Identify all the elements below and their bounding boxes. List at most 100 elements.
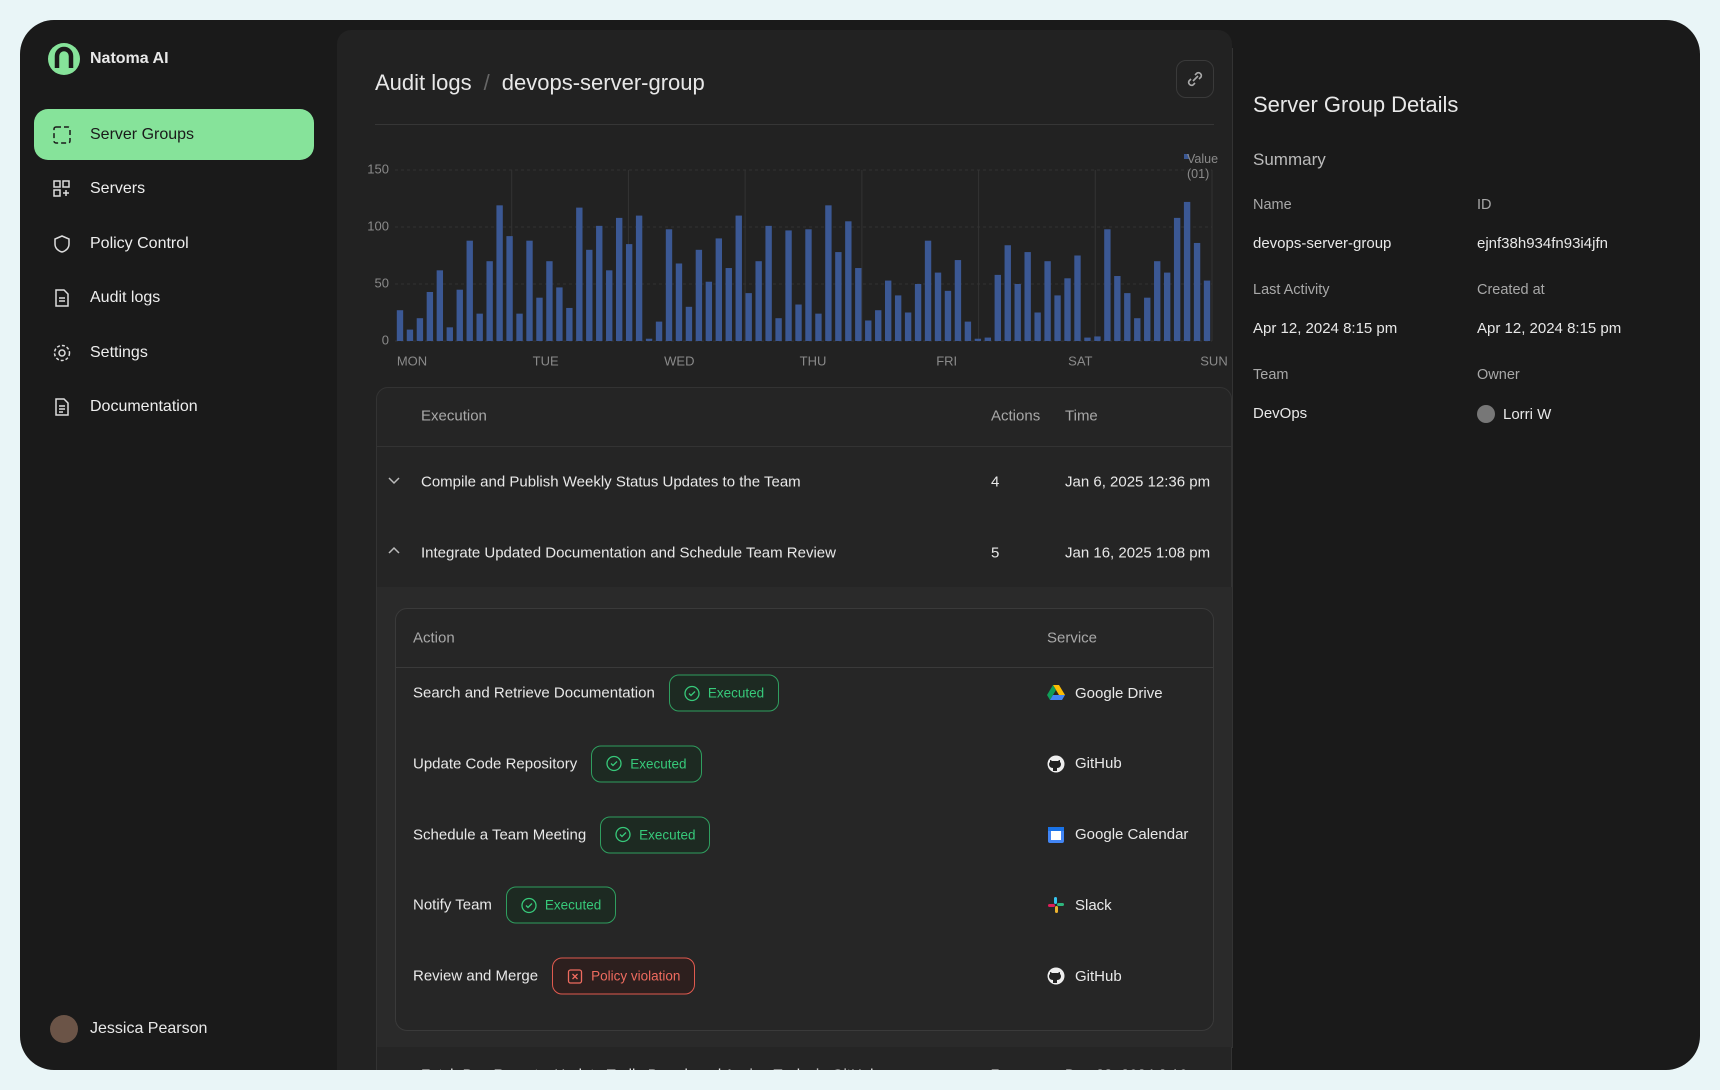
- bar: [675, 263, 683, 341]
- nav-item[interactable]: Documentation: [34, 382, 314, 433]
- breadcrumb-page: devops-server-group: [501, 70, 705, 95]
- legend-swatch: [1184, 154, 1189, 159]
- field-value: ejnf38h934fn93i4jfn: [1477, 235, 1608, 252]
- row-name[interactable]: Fetch Bug Reports, Update Trello Board, …: [421, 1067, 878, 1071]
- chevron[interactable]: [387, 544, 401, 562]
- field-value: devops-server-group: [1253, 235, 1391, 252]
- bar: [406, 329, 414, 341]
- row-actions: 7: [991, 1067, 999, 1071]
- nav-label: Settings: [90, 343, 148, 361]
- chevron-icon: [387, 1066, 401, 1070]
- bar: [1163, 272, 1171, 341]
- bar: [606, 270, 613, 341]
- bar: [865, 320, 872, 341]
- x-tick-label: MON: [397, 353, 427, 368]
- bar: [705, 281, 713, 341]
- column-header: Action: [413, 629, 455, 647]
- chevron[interactable]: [387, 473, 401, 491]
- bar: [526, 240, 533, 341]
- status-label: Executed: [630, 756, 687, 772]
- bar: [476, 313, 483, 341]
- divider: [376, 446, 1232, 447]
- bar: [556, 287, 563, 341]
- field-value-text: ejnf38h934fn93i4jfn: [1477, 235, 1608, 252]
- action-name: Update Code Repository: [413, 755, 578, 773]
- bar: [536, 297, 543, 341]
- bar: [516, 313, 523, 341]
- bar: [745, 293, 752, 341]
- nav-item[interactable]: Settings: [34, 327, 314, 378]
- bar: [1144, 297, 1151, 341]
- bar: [416, 318, 424, 341]
- nav-icon: [53, 125, 71, 144]
- service-icon: [1047, 755, 1065, 773]
- service: GitHub: [1047, 967, 1122, 985]
- nav-item[interactable]: Server Groups: [34, 109, 314, 160]
- bar: [1054, 295, 1061, 341]
- x-tick-label: SAT: [1068, 353, 1092, 368]
- bar: [396, 310, 404, 341]
- bar: [1173, 217, 1181, 341]
- link-button[interactable]: [1176, 60, 1214, 98]
- bar: [1044, 261, 1051, 341]
- bar: [1134, 318, 1141, 341]
- x-tick-label: FRI: [936, 353, 957, 368]
- breadcrumb: Audit logs / devops-server-group: [375, 70, 705, 96]
- nav-item[interactable]: Audit logs: [34, 273, 314, 324]
- status-icon: [615, 826, 631, 843]
- service-icon: [1047, 967, 1065, 985]
- bar: [1203, 280, 1211, 341]
- service-name: Google Drive: [1075, 684, 1163, 702]
- service: Slack: [1047, 896, 1112, 914]
- nav-label: Documentation: [90, 398, 198, 415]
- bar: [546, 261, 553, 341]
- row-time: Jan 6, 2025 12:36 pm: [1065, 473, 1211, 491]
- bar: [436, 270, 444, 341]
- bar: [715, 238, 722, 341]
- bar: [835, 252, 842, 341]
- user-name[interactable]: Jessica Pearson: [90, 1020, 208, 1037]
- bar: [1004, 245, 1011, 341]
- bar: [775, 318, 782, 341]
- status-label: Executed: [544, 897, 602, 913]
- bar: [894, 295, 902, 341]
- nav-icon: [53, 180, 70, 197]
- bar: [506, 236, 513, 341]
- nav-label: Audit logs: [90, 289, 161, 306]
- bar: [496, 205, 503, 341]
- bar: [486, 261, 493, 341]
- status-badge: Executed: [600, 816, 711, 853]
- breadcrumb-section[interactable]: Audit logs: [375, 70, 472, 95]
- field-value-text: devops-server-group: [1253, 235, 1392, 252]
- divider: [375, 124, 1214, 125]
- bar: [596, 225, 603, 341]
- bar: [566, 307, 573, 341]
- nav-label: Server Groups: [90, 125, 195, 143]
- nav-label: Policy Control: [90, 234, 189, 252]
- bar: [665, 229, 673, 341]
- nav-label: Servers: [90, 180, 146, 197]
- nav-item[interactable]: Policy Control: [34, 218, 314, 269]
- action-row: Review and Merge Policy violation: [413, 957, 696, 995]
- row-name[interactable]: Compile and Publish Weekly Status Update…: [421, 473, 801, 491]
- service-icon: [1048, 897, 1064, 914]
- row-time: Dec 23, 2024 2:10 pm: [1065, 1067, 1213, 1071]
- service: Google Drive: [1047, 684, 1163, 702]
- service: Google Calendar: [1047, 826, 1188, 844]
- row-name[interactable]: Integrate Updated Documentation and Sche…: [421, 544, 836, 562]
- field-value: Apr 12, 2024 8:15 pm: [1253, 320, 1397, 337]
- bar: [615, 217, 623, 341]
- bar: [1024, 252, 1031, 341]
- status-badge: Executed: [591, 745, 702, 783]
- bar: [426, 291, 434, 341]
- chevron[interactable]: [387, 1066, 401, 1070]
- bar: [815, 313, 822, 341]
- bar: [655, 321, 663, 341]
- x-tick-label: SUN: [1200, 353, 1227, 368]
- nav-item[interactable]: Servers: [34, 164, 314, 215]
- bar: [1064, 278, 1071, 341]
- status-icon: [521, 897, 537, 913]
- bar: [1034, 312, 1041, 341]
- chevron-icon: [388, 546, 400, 554]
- nav-icon: [54, 234, 70, 253]
